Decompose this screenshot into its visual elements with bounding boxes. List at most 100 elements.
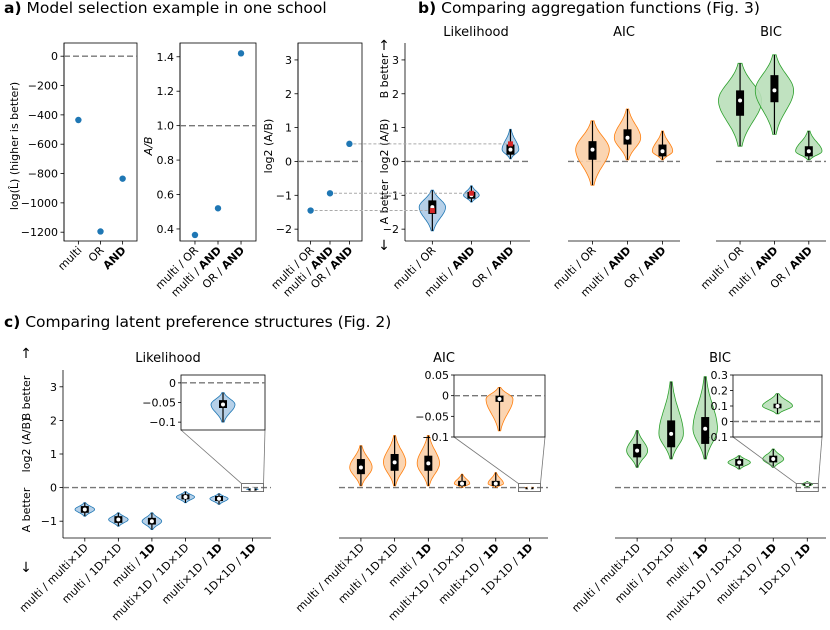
c-inset-ytick-label: 0.1 [711,400,729,413]
c-violin-group [382,435,407,487]
b-xtick-label: OR / AND [469,244,516,291]
b-violin-group [613,108,642,161]
b-highlight-marker [468,190,474,196]
b-median [625,135,630,140]
c-zoom-connector [180,429,242,484]
a1-xtick-label: AND [101,244,129,272]
c-inset-ytick-label: 0.3 [711,369,729,382]
a2-ytick-label: 1.2 [157,85,175,98]
a1-ytick-label: −800 [28,168,58,181]
b-median [738,98,743,103]
c-violin-group [209,493,229,505]
b-highlight-marker [507,141,513,147]
b-highlight-marker [429,208,435,214]
a2-ytick-label: 1.4 [157,51,175,64]
c-violin-group [658,381,684,460]
c-violin-group [727,455,751,470]
a3-point [326,190,334,197]
c-zoom-connector [732,436,797,484]
a3-point [346,140,353,148]
b-violin-group [463,185,480,203]
a3-point [307,207,314,214]
c-inset-ytick-label: 0 [169,377,176,390]
a1-ytick-label: −1200 [21,226,58,239]
c-zoom-box [518,483,541,493]
c-violin-group [762,448,785,468]
b-violin-group [754,54,794,135]
a2-ytick-label: 1.0 [157,120,175,133]
c-median [635,448,640,453]
c-violin-group [801,481,813,488]
c-median [669,431,674,436]
a1-ytick-label: −600 [28,138,58,151]
c-a-better-label: A better [20,487,33,532]
c-median [460,481,465,486]
b-violin-group [418,189,446,232]
b-b-better-label: B better [378,53,391,98]
c-violin-group [453,473,471,488]
a3-ylabel: log2 (A/B) [262,119,275,174]
c-ytick-label: −1 [41,515,57,528]
c-median [183,495,188,500]
c-violin-group [692,376,718,460]
a3-ytick-label: −2 [276,223,292,236]
b-ytick-label: 1 [392,122,399,135]
c-xtick-label: multi / 1D×1D [612,541,677,606]
c-inset-ytick-label: 0 [442,390,449,403]
b-likelihood-title: Likelihood [443,25,509,40]
b-violin-group [575,120,610,186]
a2-ytick-label: 0.6 [157,189,175,202]
c-xtick-label: multi / 1D×1D [59,541,124,606]
c-median [805,482,810,487]
a1-point [97,228,104,235]
b-median [660,149,665,154]
b-ytick-label: 2 [392,88,399,101]
c-median [149,519,154,524]
a3-ytick-label: 2 [285,88,292,101]
c-inset-ytick-label: 0.2 [711,385,729,398]
c-median [771,457,776,462]
b-ytick-label: 0 [392,155,399,168]
a2-ytick-label: 0.4 [157,223,175,236]
b-median [508,147,513,152]
b-bic-title: BIC [760,25,782,40]
b-ylabel: log2 (A/B) [378,119,391,174]
b-ytick-label: −2 [383,223,399,236]
c-xtick-label: multi×1D / 1D [713,541,779,607]
c-median [703,426,708,431]
b-median [772,88,777,93]
c-zoom-connector [817,436,823,484]
c-zoom-box [795,483,819,493]
a3-ytick-label: 3 [285,54,292,67]
c-inset-violin-group [485,387,514,432]
c-inset-violin-group [210,392,236,423]
b-up-arrow: ↑ [378,38,390,54]
c-violin-group [626,430,648,468]
c-zoom-box [241,483,264,493]
c-ytick-label: 2 [50,414,57,427]
b-ytick-label: −1 [383,189,399,202]
b-a-better-label: A better [378,179,391,224]
c-violin-group [349,445,373,487]
c-zoom-connector [263,429,266,484]
c-violin-group [524,485,534,490]
c-inset-median [497,396,502,401]
c-ytick-label: 3 [50,381,57,394]
a1-ytick-label: −1000 [21,197,58,210]
a2-point [214,205,222,212]
b-ytick-label: 3 [392,54,399,67]
a2-ylabel: A/B [142,137,155,157]
c-median [82,507,87,512]
panel-c-title: c) Comparing latent preference structure… [4,313,391,331]
c-violin-group [108,512,129,527]
c-zoom-connector [453,436,519,484]
c-median [217,496,221,501]
c-ytick-label: 0 [50,482,57,495]
panel-a-title: a) Model selection example in one school [4,0,327,17]
b-median [806,149,811,154]
c-median [493,481,498,486]
b-median [590,147,595,152]
c-violin-group [487,472,504,488]
panel-b-title: b) Comparing aggregation functions (Fig.… [418,0,760,17]
